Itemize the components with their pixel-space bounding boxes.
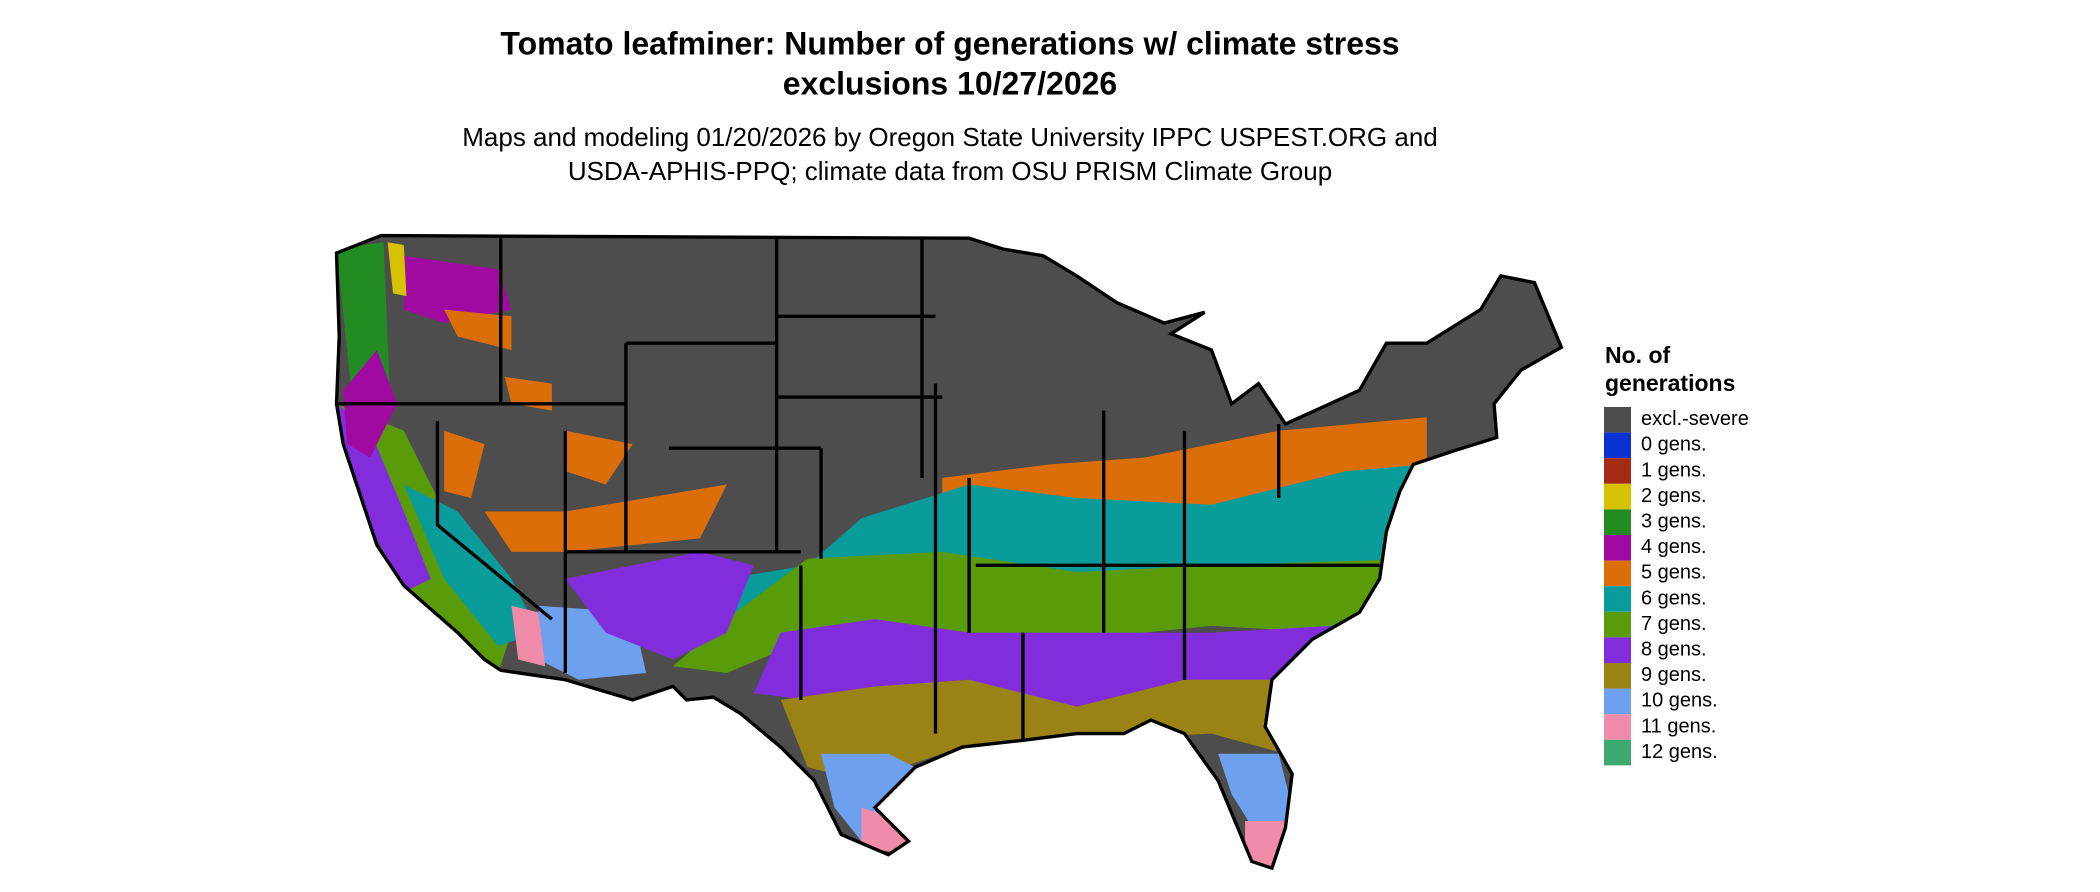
title-line: exclusions 10/27/2026 — [783, 65, 1117, 101]
legend-label: 2 gens. — [1641, 485, 1707, 507]
subtitle-line: Maps and modeling 01/20/2026 by Oregon S… — [462, 122, 1438, 152]
legend-title: No. of — [1605, 342, 1670, 368]
legend-swatch — [1604, 535, 1631, 561]
legend-label: 5 gens. — [1641, 562, 1707, 584]
legend-label: 0 gens. — [1641, 434, 1707, 456]
state-borders — [334, 233, 1564, 871]
legend-swatch — [1604, 714, 1631, 740]
legend-label: 9 gens. — [1641, 664, 1707, 686]
legend-swatch — [1604, 611, 1631, 638]
legend-swatch — [1604, 637, 1631, 663]
legend-label: 6 gens. — [1641, 587, 1707, 609]
legend-label: 10 gens. — [1641, 690, 1718, 712]
legend-swatch — [1604, 432, 1631, 459]
legend-label: 8 gens. — [1641, 638, 1707, 660]
legend-label: 3 gens. — [1641, 510, 1707, 532]
legend-swatch — [1604, 586, 1631, 612]
legend-label: 1 gens. — [1641, 459, 1707, 481]
legend-label: 4 gens. — [1641, 536, 1707, 558]
legend-label: 11 gens. — [1641, 715, 1716, 737]
title-line: Tomato leafminer: Number of generations … — [500, 25, 1399, 61]
subtitle-line: USDA-APHIS-PPQ; climate data from OSU PR… — [568, 156, 1332, 186]
legend-label: 7 gens. — [1641, 613, 1707, 635]
legend-swatch — [1604, 739, 1631, 766]
legend-swatch — [1604, 509, 1631, 535]
legend-label: 12 gens. — [1641, 741, 1718, 763]
legend: excl.-severe 0 gens. 1 gens. 2 gens. 3 gens.… — [1604, 407, 1749, 766]
legend-swatch — [1604, 560, 1631, 587]
legend-swatch — [1604, 688, 1631, 715]
legend-swatch — [1604, 458, 1631, 484]
legend-label: excl.-severe — [1641, 408, 1749, 430]
legend-swatch — [1604, 483, 1631, 510]
legend-swatch — [1604, 407, 1631, 433]
legend-title: generations — [1605, 370, 1735, 396]
us-map — [334, 233, 1564, 871]
legend-swatch — [1604, 663, 1631, 689]
